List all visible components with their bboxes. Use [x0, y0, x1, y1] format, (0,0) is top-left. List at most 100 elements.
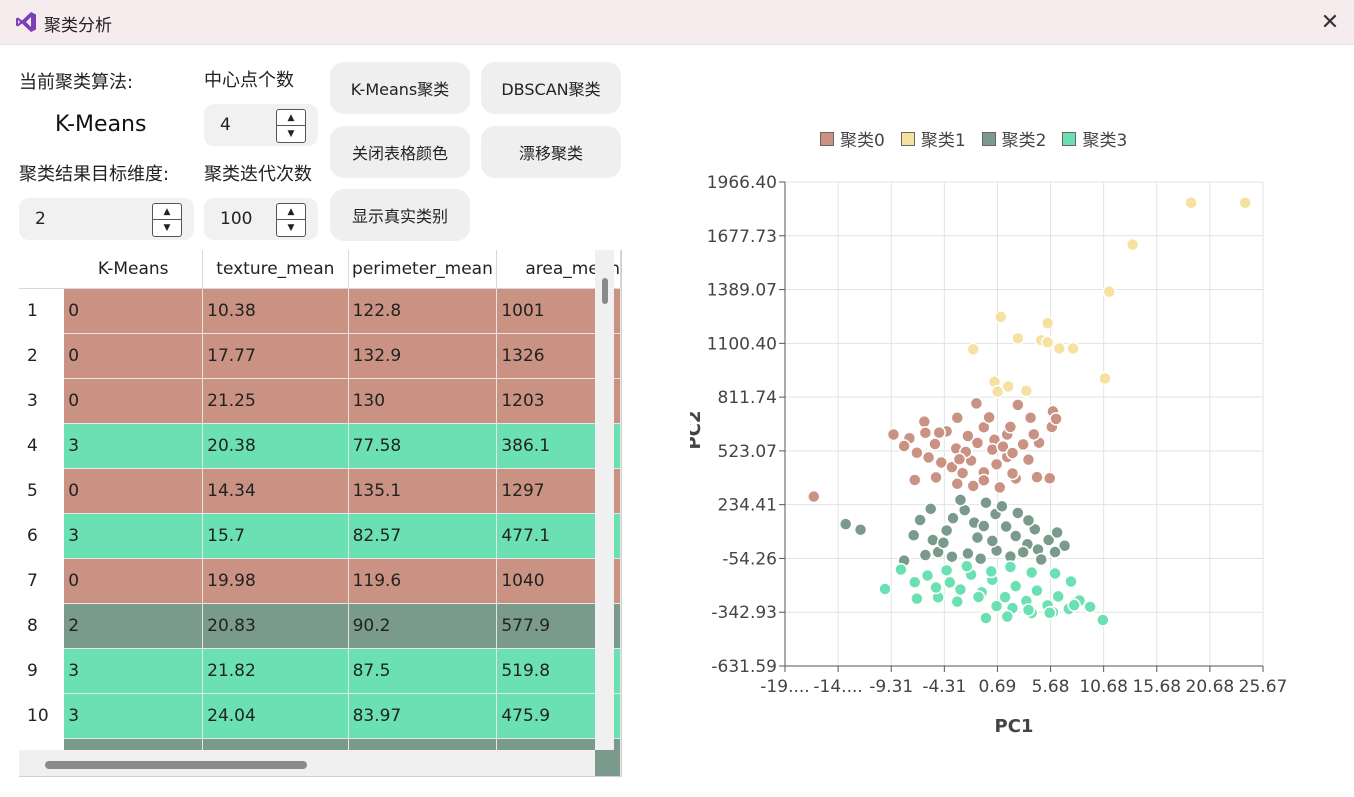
scatter-point-cluster1[interactable] [1040, 335, 1055, 350]
vertical-scrollbar[interactable] [595, 250, 614, 750]
table-cell[interactable]: 3 [64, 648, 204, 694]
scatter-point-cluster0[interactable] [917, 414, 932, 429]
scatter-point-cluster0[interactable] [1003, 420, 1018, 434]
scatter-point-cluster0[interactable] [989, 457, 1004, 472]
scatter-point-cluster3[interactable] [1048, 566, 1062, 581]
scatter-point-cluster0[interactable] [908, 473, 922, 487]
scatter-point-cluster3[interactable] [960, 559, 974, 573]
scatter-point-cluster3[interactable] [1083, 600, 1097, 614]
table-cell[interactable]: 0 [64, 333, 204, 379]
scatter-point-cluster0[interactable] [807, 489, 821, 504]
scatter-point-cluster3[interactable] [998, 590, 1012, 604]
table-cell[interactable]: 3 [64, 693, 204, 739]
target-dim-down-button[interactable]: ▼ [153, 220, 181, 236]
scatter-point-cluster0[interactable] [1011, 398, 1025, 412]
scatter-point-cluster2[interactable] [977, 519, 991, 533]
scatter-point-cluster3[interactable] [1051, 589, 1065, 604]
table-cell[interactable]: 24.04 [202, 693, 349, 739]
table-cell[interactable]: 3 [64, 423, 204, 469]
table-cell[interactable]: 90.2 [348, 603, 498, 649]
scatter-point-cluster3[interactable] [1024, 565, 1039, 580]
scatter-point-cluster2[interactable] [918, 548, 933, 562]
scatter-point-cluster2[interactable] [923, 502, 938, 516]
table-cell[interactable]: 10.38 [202, 288, 349, 334]
scatter-point-cluster0[interactable] [996, 439, 1010, 454]
table-cell[interactable]: 0 [64, 558, 204, 604]
scatter-point-cluster1[interactable] [1052, 341, 1067, 356]
scatter-point-cluster3[interactable] [878, 582, 892, 596]
table-cell[interactable]: 0 [64, 468, 204, 514]
scatter-point-cluster0[interactable] [1027, 427, 1041, 442]
table-row[interactable]: 10 3 24.04 83.97 475.9 [19, 693, 621, 739]
centers-spinbox[interactable]: 4 ▲ ▼ [204, 104, 318, 146]
scatter-point-cluster0[interactable] [993, 480, 1007, 495]
scatter-point-cluster2[interactable] [953, 493, 968, 507]
scatter-point-cluster2[interactable] [906, 528, 921, 543]
scatter-point-cluster2[interactable] [1011, 506, 1025, 520]
show-true-class-button[interactable]: 显示真实类别 [330, 189, 470, 241]
scatter-point-cluster3[interactable] [971, 590, 986, 604]
scatter-point-cluster0[interactable] [1021, 452, 1036, 467]
legend-item-cluster1[interactable]: 聚类1 [900, 126, 966, 151]
scatter-point-cluster2[interactable] [1050, 525, 1064, 540]
scatter-point-cluster2[interactable] [970, 530, 985, 545]
scatter-point-cluster3[interactable] [1021, 603, 1036, 617]
column-header-texture-mean[interactable]: texture_mean [202, 250, 349, 289]
scatter-point-cluster0[interactable] [1049, 412, 1063, 426]
table-cell[interactable]: 17.77 [202, 333, 349, 379]
scatter-point-cluster2[interactable] [973, 552, 988, 566]
table-cell[interactable]: 132.9 [348, 333, 498, 379]
scatter-point-cluster0[interactable] [952, 452, 967, 467]
table-row[interactable]: 1 0 10.38 122.8 1001 [19, 288, 621, 334]
scatter-point-cluster2[interactable] [939, 523, 954, 538]
scatter-point-cluster0[interactable] [977, 473, 991, 488]
centers-down-button[interactable]: ▼ [277, 126, 305, 142]
scatter-point-cluster3[interactable] [1030, 583, 1044, 598]
table-row[interactable]: 5 0 14.34 135.1 1297 [19, 468, 621, 514]
scatter-point-cluster0[interactable] [1030, 470, 1044, 484]
scatter-point-cluster3[interactable] [989, 599, 1004, 613]
scatter-point-cluster1[interactable] [1019, 383, 1034, 398]
scatter-point-cluster1[interactable] [1184, 196, 1198, 210]
scatter-point-cluster0[interactable] [910, 446, 924, 460]
scatter-point-cluster3[interactable] [1003, 560, 1018, 574]
table-cell[interactable]: 19.98 [202, 558, 349, 604]
kmeans-cluster-button[interactable]: K-Means聚类 [330, 62, 470, 114]
table-cell[interactable]: 3 [64, 513, 204, 559]
column-header-kmeans[interactable]: K-Means [64, 250, 204, 289]
table-row[interactable]: 3 0 21.25 130 1203 [19, 378, 621, 424]
scatter-point-cluster2[interactable] [1021, 513, 1036, 528]
scatter-point-cluster1[interactable] [1001, 379, 1016, 394]
scatter-point-cluster2[interactable] [985, 534, 1000, 548]
scatter-point-cluster0[interactable] [886, 427, 901, 442]
table-cell[interactable]: 20.38 [202, 423, 349, 469]
scatter-point-cluster0[interactable] [1023, 410, 1038, 425]
table-cell[interactable]: 119.6 [348, 558, 498, 604]
scatter-point-cluster2[interactable] [979, 495, 993, 510]
scatter-point-cluster3[interactable] [979, 611, 993, 625]
table-cell[interactable]: 83.97 [348, 693, 498, 739]
scatter-point-cluster0[interactable] [1005, 466, 1020, 481]
scatter-point-cluster2[interactable] [1028, 522, 1042, 537]
scatter-point-cluster2[interactable] [1034, 552, 1048, 567]
close-button[interactable]: ✕ [1312, 4, 1348, 40]
scatter-point-cluster0[interactable] [918, 426, 933, 440]
scatter-point-cluster3[interactable] [939, 563, 954, 578]
scatter-point-cluster0[interactable] [966, 479, 980, 493]
legend-item-cluster2[interactable]: 聚类2 [981, 126, 1046, 151]
scatter-point-cluster0[interactable] [929, 470, 943, 485]
scatter-point-cluster2[interactable] [1016, 545, 1030, 559]
scatter-point-cluster1[interactable] [1011, 331, 1025, 346]
scatter-point-cluster1[interactable] [1040, 316, 1055, 330]
scatter-point-cluster2[interactable] [995, 499, 1009, 513]
scatter-point-cluster3[interactable] [1000, 609, 1014, 624]
scatter-point-cluster0[interactable] [950, 410, 965, 425]
scatter-point-cluster0[interactable] [932, 425, 946, 440]
scatter-point-cluster3[interactable] [929, 580, 943, 595]
scatter-point-cluster2[interactable] [1008, 529, 1023, 543]
scatter-point-cluster0[interactable] [982, 410, 996, 425]
scatter-point-cluster0[interactable] [969, 396, 984, 411]
table-cell[interactable]: 14.34 [202, 468, 349, 514]
horizontal-scrollbar[interactable] [19, 750, 595, 776]
scatter-point-cluster2[interactable] [913, 513, 927, 527]
